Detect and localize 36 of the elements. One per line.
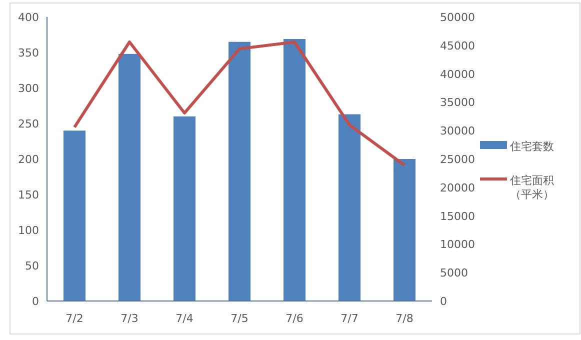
y2-tick-label: 30000 <box>440 124 475 138</box>
y2-tick-label: 5000 <box>440 266 468 280</box>
y-tick-label: 100 <box>18 224 39 237</box>
y-tick-label: 350 <box>18 46 39 60</box>
x-tick-label: 7/7 <box>340 312 358 325</box>
y2-tick-label: 20000 <box>440 181 475 194</box>
y2-tick-label: 15000 <box>440 210 475 223</box>
y-tick-label: 300 <box>18 82 39 95</box>
bar <box>394 159 416 301</box>
y2-tick-label: 0 <box>440 295 447 308</box>
legend-label: 住宅套数 <box>510 140 554 153</box>
x-tick-label: 7/5 <box>230 312 248 325</box>
bar <box>118 54 140 301</box>
x-tick-label: 7/8 <box>396 312 414 325</box>
y2-tick-label: 45000 <box>440 39 475 52</box>
y-tick-label: 250 <box>18 118 39 130</box>
bar <box>64 130 86 301</box>
x-tick-label: 7/6 <box>286 312 304 325</box>
bar <box>338 114 360 301</box>
bar <box>174 116 196 301</box>
y2-tick-label: 10000 <box>440 238 475 252</box>
y-tick-label: 150 <box>18 188 39 202</box>
y-tick-label: 50 <box>25 260 39 272</box>
x-tick-label: 7/4 <box>176 312 194 325</box>
x-tick-label: 7/3 <box>120 312 138 325</box>
y2-tick-label: 40000 <box>440 68 475 81</box>
y2-tick-label: 35000 <box>440 96 475 110</box>
y-tick-label: 400 <box>18 11 39 24</box>
legend-label: 住宅面积（平米） <box>510 174 554 201</box>
y2-tick-label: 50000 <box>440 11 475 24</box>
x-tick-label: 7/2 <box>66 312 84 325</box>
bar <box>228 42 250 301</box>
y-tick-label: 0 <box>32 295 39 308</box>
bar <box>284 39 306 301</box>
y2-tick-label: 25000 <box>440 153 475 166</box>
y-tick-label: 200 <box>18 153 39 166</box>
